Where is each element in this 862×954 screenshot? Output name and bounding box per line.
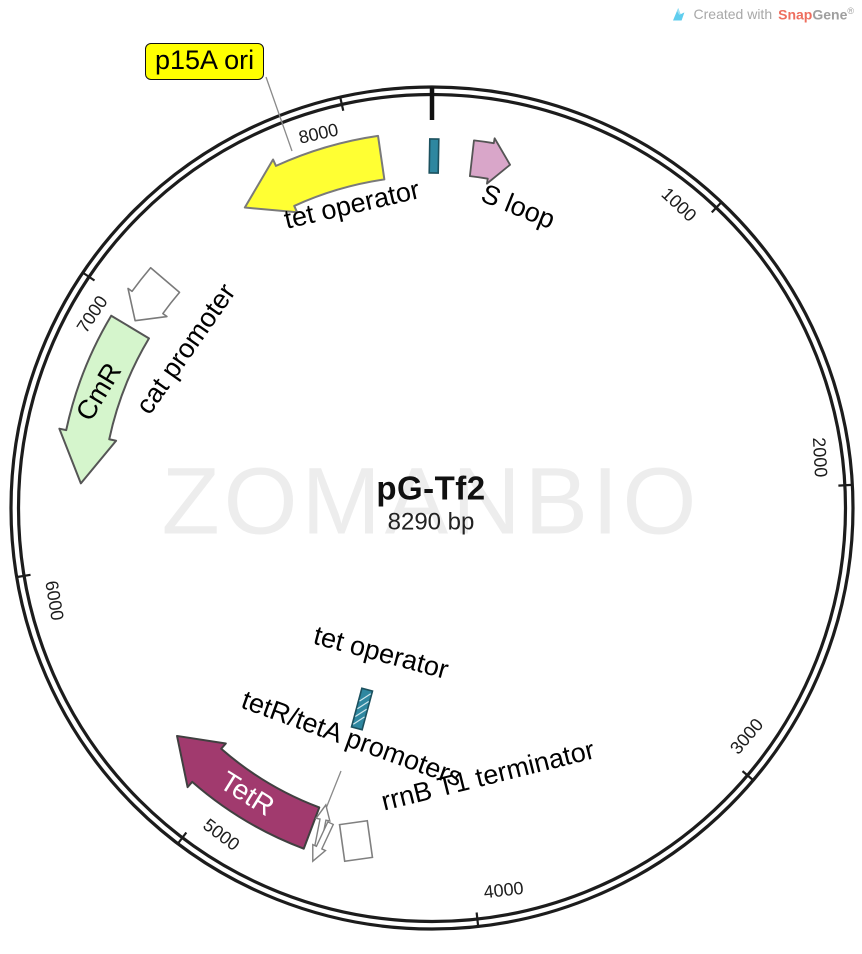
brand-name: SnapGene® (778, 6, 854, 23)
feature-marker-rrnb-t1-terminator (338, 819, 374, 863)
brand-name-gene: Gene (812, 6, 848, 23)
tick-label-6000: 6000 (41, 579, 67, 622)
tick-label-4000: 4000 (483, 878, 525, 902)
credit-text: Created with (693, 6, 773, 22)
brand-name-snap: Snap (778, 6, 813, 23)
feature-arrow-cmr (58, 314, 150, 485)
tick-4000 (475, 912, 480, 927)
background-watermark: ZOMANBIO (161, 448, 701, 555)
feature-arrow-cat-promoter (127, 266, 181, 322)
plasmid-backbone-outer-ring (9, 85, 855, 931)
registered-mark: ® (847, 5, 854, 16)
plasmid-title-block: pG-Tf2 8290 bp (376, 470, 485, 537)
plasmid-size: 8290 bp (387, 508, 475, 536)
p15a-ori-leader (265, 76, 293, 152)
tick-5000 (177, 831, 188, 844)
tick-label-3000: 3000 (726, 715, 767, 758)
tick-3000 (741, 770, 754, 781)
tick-6000 (17, 573, 31, 579)
snapgene-logo-icon (672, 8, 684, 21)
tick-7000 (82, 272, 96, 282)
feature-marker-tet-operator (350, 687, 374, 731)
feature-arrow-p15a-ori (243, 134, 386, 214)
tetr-teta-promoters-leader (324, 770, 342, 812)
tick-1000 (710, 201, 722, 214)
snapgene-credit: Created with SnapGene® (670, 5, 854, 23)
tick-label-8000: 8000 (297, 119, 340, 147)
tick-2000 (838, 483, 852, 487)
feature-marker-tetr-teta-promoters (312, 803, 335, 863)
tick-label-5000: 5000 (199, 815, 243, 855)
feature-marker-tet-operator (428, 138, 440, 174)
feature-arrow-tetr (176, 734, 321, 850)
plasmid-name: pG-Tf2 (376, 469, 486, 507)
tick-8000 (339, 97, 345, 112)
tick-label-2000: 2000 (809, 437, 831, 478)
feature-arrow-s-loop (468, 137, 511, 185)
